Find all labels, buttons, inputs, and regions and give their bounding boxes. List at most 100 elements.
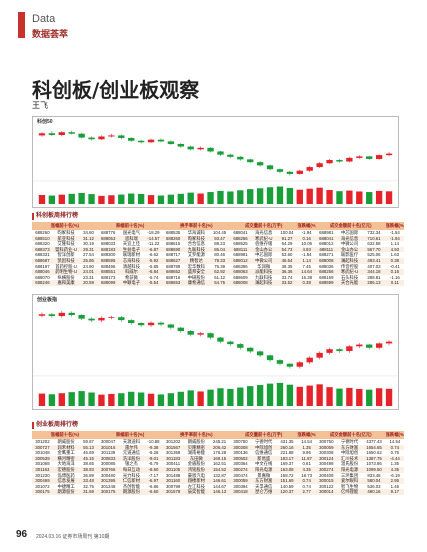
page-number: 96 [16, 529, 28, 540]
table-cell: 104.45 [213, 230, 227, 235]
table-cell: 昀冢科技 [57, 230, 75, 235]
table-cell: 536.03 [367, 483, 381, 489]
table-cell: 寒武纪-U [340, 269, 359, 275]
table-cell: 朗威股份 [57, 439, 75, 444]
table-cell: 300394 [233, 483, 248, 489]
candle-body [147, 322, 155, 326]
candle-body [58, 132, 65, 135]
column-header: 成交量前十名(万手) [230, 222, 298, 230]
table-cell: 20.59 [83, 280, 94, 286]
table-cell: 61.12 [214, 274, 225, 280]
volume-bar [167, 393, 175, 406]
table-cell: 1.63 [390, 252, 400, 258]
candle-body [48, 314, 56, 317]
candle-body [197, 147, 204, 150]
table-cell: 176.28 [213, 450, 227, 456]
table-cell: -5.54 [148, 280, 159, 286]
table-cell: 华海诚科 [187, 230, 205, 235]
table-cell: -0.41 [389, 263, 400, 269]
table-cell: 688008 [319, 257, 334, 263]
table-cell: 301395 [101, 478, 116, 484]
table-cell: 金山办公 [255, 246, 273, 252]
table-row: 301202 朗威股份 59.87 300047 天源迪科 -10.88 301202 朗威股… [32, 439, 404, 445]
table-cell: 688111 [233, 246, 248, 252]
table-cell: 300474 [233, 472, 248, 478]
table-cell: 14.64 [301, 269, 313, 275]
volume-bar [375, 190, 383, 204]
volume-bar [356, 191, 363, 204]
table-cell: 清越科技 [122, 263, 141, 269]
volume-bar [48, 195, 56, 204]
volume-bar [217, 388, 224, 406]
table-cell: 300175 [101, 489, 116, 495]
candle-body [137, 140, 145, 143]
table-cell: 120.37 [280, 489, 294, 495]
table-cell: 732.34 [367, 230, 381, 235]
table-cell: 昀冢科技 [187, 235, 205, 241]
candle-body [197, 333, 204, 335]
chart: 创业板指 [32, 294, 399, 410]
table-cell: 688653 [165, 280, 181, 286]
table-cell: 300766 [101, 466, 116, 472]
section-label-cn: 数据荟萃 [32, 29, 69, 39]
candle-body [88, 318, 95, 321]
candle-body [326, 160, 333, 164]
table-cell: 688070 [35, 274, 50, 280]
table-cell: 688687 [35, 257, 50, 263]
candle-body [207, 333, 214, 338]
column-header: 换手率前十名(%) [162, 222, 231, 230]
table-cell: 300364 [233, 461, 248, 467]
table-row: 688197 首药控股-U 24.90 688496 清越科技 -5.85 688789 宏华… [32, 264, 404, 270]
volume-bar [137, 193, 145, 204]
column-header: 成交量前十名(万手) [230, 431, 298, 439]
chart-title: 创业板指 [36, 296, 57, 303]
table-cell: 300175 [35, 489, 50, 495]
table-cell: 艾隆科技 [57, 241, 75, 247]
table-cell: 162.51 [213, 461, 227, 467]
table-cell: 宁德时代 [340, 439, 359, 444]
table-cell: 雷尔伟 [124, 444, 138, 450]
table-cell: 0.38 [390, 257, 400, 263]
table-cell: 中芯国际 [255, 252, 273, 258]
table-cell: 7.45 [302, 263, 311, 269]
ranking-table: 涨幅前十名(%) 跌幅前十名(%) 换手率前十名(%) 成交量前十名(万手) 涨跌幅(%… [32, 431, 405, 495]
volume-bar [237, 387, 244, 406]
table-cell: 0.75 [390, 450, 400, 456]
volume-bar [227, 191, 234, 204]
table-cell: 首药控股-U [55, 263, 77, 269]
table-cell: 三环集团 [340, 472, 359, 478]
table-row: 688260 昀冢科技 34.60 688776 国光电气 -18.29 688535 华海诚… [32, 230, 404, 236]
table-cell: -6.62 [148, 252, 159, 258]
candle-body [128, 320, 135, 324]
table-cell: 286.13 [367, 280, 381, 286]
table-cell: 国光电气 [122, 230, 141, 235]
candle-body [366, 156, 373, 159]
table-cell: 0.38 [302, 280, 311, 286]
volume-bar [326, 387, 333, 406]
table-cell: -1.54 [301, 252, 312, 258]
table-cell: 33.48 [83, 478, 94, 484]
table-cell: 23.31 [83, 274, 94, 280]
table-cell: 智飞生物 [340, 483, 359, 489]
table-cell: 301230 [35, 472, 50, 478]
table-cell: 688510 [35, 235, 50, 241]
candle-body [137, 323, 145, 326]
candle-body [375, 155, 383, 159]
table-cell: 中芯国际 [340, 230, 359, 235]
volume-bar [227, 388, 234, 406]
volume-bar [207, 192, 214, 204]
table-row: 688373 盟科药业-U 29.31 688183 生益电子 -6.87 688690 九联… [32, 246, 405, 253]
table-cell: 中际旭创 [340, 450, 359, 456]
table-cell: -6.19 [389, 472, 400, 478]
table-cell: -1.16 [389, 274, 400, 280]
table-cell: 大地海洋 [57, 461, 75, 467]
table-cell: 300750 [233, 439, 248, 444]
volume-bar [187, 390, 194, 406]
volume-bar [118, 194, 125, 204]
candle-body [306, 167, 313, 171]
table-cell: 朗威股份 [187, 439, 205, 444]
table-cell: 688183 [101, 246, 116, 252]
table-cell: 中颖电子 [122, 280, 141, 286]
table-cell: 62.92 [214, 269, 225, 275]
candle-body [108, 135, 115, 137]
